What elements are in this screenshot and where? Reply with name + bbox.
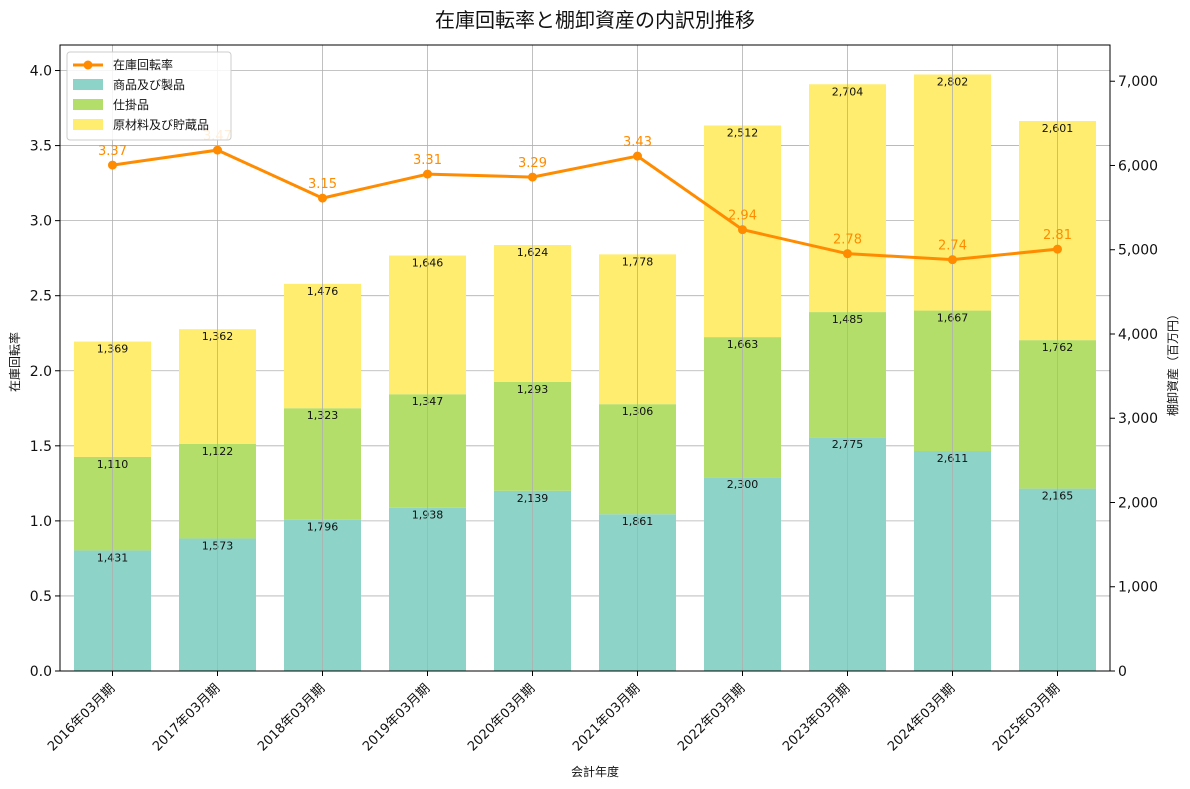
y-right-tick-label: 3,000 — [1118, 411, 1158, 427]
y-left-tick-label: 0.0 — [30, 664, 52, 680]
turnover-point — [1053, 244, 1062, 254]
legend-swatch — [73, 99, 103, 110]
line-layer: 3.373.473.153.313.293.432.942.782.742.81 — [98, 45, 1072, 671]
x-tick-label: 2023年03月期 — [780, 681, 853, 754]
x-tick-label: 2019年03月期 — [360, 681, 433, 754]
turnover-point — [108, 160, 117, 170]
y-left-tick-label: 2.0 — [30, 364, 52, 380]
y-right-tick-label: 1,000 — [1118, 580, 1158, 596]
y-left-tick-label: 3.0 — [30, 214, 52, 230]
turnover-value-label: 3.15 — [308, 177, 337, 192]
legend-swatch — [73, 79, 103, 90]
turnover-point — [528, 172, 537, 182]
y-right-tick-label: 2,000 — [1118, 495, 1158, 511]
legend-entry-label: 仕掛品 — [113, 97, 149, 112]
y-right-tick-label: 6,000 — [1118, 158, 1158, 174]
chart-title: 在庫回転率と棚卸資産の内訳別推移 — [435, 8, 755, 32]
turnover-point — [423, 169, 432, 179]
legend-swatch — [73, 119, 103, 130]
x-tick-label: 2020年03月期 — [465, 681, 538, 754]
y-left-tick-label: 3.5 — [30, 139, 52, 155]
x-tick-label: 2022年03月期 — [675, 681, 748, 754]
x-tick-label: 2021年03月期 — [570, 681, 643, 754]
legend-box — [66, 51, 232, 141]
turnover-point — [948, 255, 957, 265]
turnover-value-label: 3.31 — [413, 153, 442, 168]
turnover-value-label: 2.81 — [1043, 228, 1072, 243]
turnover-value-label: 2.78 — [833, 233, 862, 248]
bars-layer: 1,4311,5731,7961,9382,1391,8612,3002,775… — [74, 74, 1096, 671]
legend-line-marker — [83, 60, 93, 70]
turnover-point — [738, 225, 747, 235]
y-left-tick-label: 1.0 — [30, 514, 52, 530]
x-tick-label: 2018年03月期 — [255, 681, 328, 754]
turnover-point — [633, 151, 642, 161]
legend-entry-label: 商品及び製品 — [113, 77, 185, 92]
x-tick-label: 2024年03月期 — [885, 681, 958, 754]
y-left-tick-label: 2.5 — [30, 289, 52, 305]
x-tick-label: 2017年03月期 — [150, 681, 223, 754]
plot-frame — [59, 44, 1111, 672]
y-left-tick-label: 0.5 — [30, 589, 52, 605]
turnover-value-label: 3.43 — [623, 135, 652, 150]
y-right-tick-label: 5,000 — [1118, 243, 1158, 259]
turnover-point — [318, 193, 327, 203]
x-axis-label: 会計年度 — [571, 764, 619, 779]
y-right-tick-label: 0 — [1118, 664, 1127, 680]
y-right-tick-label: 4,000 — [1118, 327, 1158, 343]
turnover-value-label: 3.29 — [518, 156, 547, 171]
turnover-value-label: 2.74 — [938, 239, 967, 254]
turnover-point — [213, 145, 222, 155]
y-right-tick-label: 7,000 — [1118, 74, 1158, 90]
legend-entry-label: 原材料及び貯蔵品 — [113, 118, 209, 132]
x-tick-label: 2025年03月期 — [990, 681, 1063, 754]
legend-entry-label: 在庫回転率 — [113, 57, 173, 72]
x-tick-label: 2016年03月期 — [45, 681, 118, 754]
turnover-value-label: 3.37 — [98, 144, 127, 159]
y-axis-right-label: 棚卸資産（百万円） — [1165, 308, 1180, 416]
turnover-line — [112, 148, 1058, 262]
y-left-tick-label: 1.5 — [30, 439, 52, 455]
y-axis-left-label: 在庫回転率 — [7, 332, 22, 392]
y-left-tick-label: 4.0 — [30, 64, 52, 80]
turnover-value-label: 2.94 — [728, 209, 757, 224]
turnover-point — [843, 249, 852, 259]
